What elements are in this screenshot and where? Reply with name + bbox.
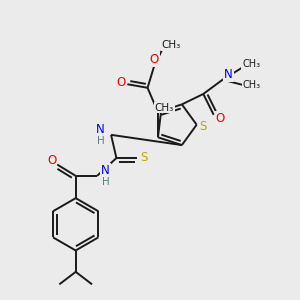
Text: O: O (116, 76, 125, 89)
Text: S: S (200, 120, 207, 133)
Text: N: N (224, 68, 233, 81)
Text: H: H (97, 136, 104, 146)
Text: CH₃: CH₃ (242, 59, 260, 69)
Text: N: N (96, 123, 105, 136)
Text: CH₃: CH₃ (243, 80, 261, 90)
Text: O: O (149, 53, 159, 66)
Text: O: O (216, 112, 225, 125)
Text: CH₃: CH₃ (162, 40, 181, 50)
Text: H: H (101, 177, 109, 188)
Text: N: N (101, 164, 110, 177)
Text: O: O (47, 154, 56, 167)
Text: CH₃: CH₃ (155, 103, 174, 112)
Text: S: S (140, 151, 147, 164)
